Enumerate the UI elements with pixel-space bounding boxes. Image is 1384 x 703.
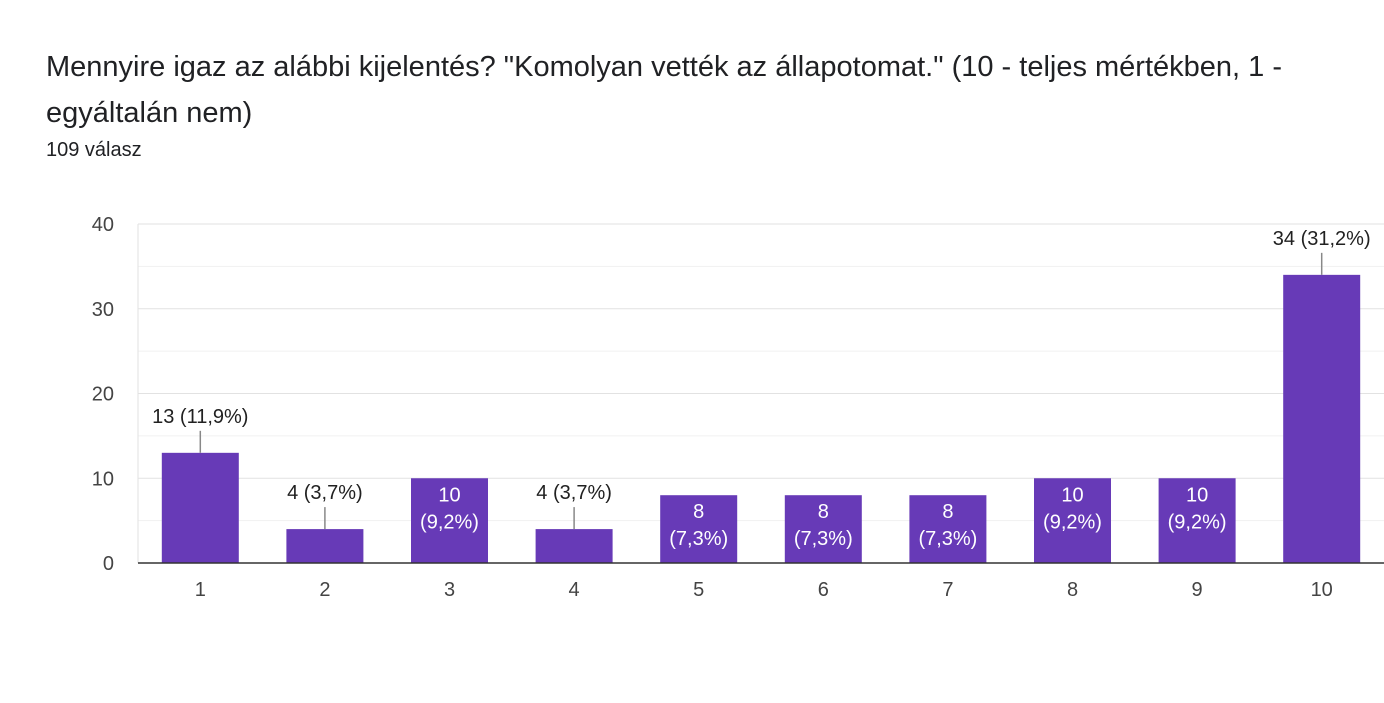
data-label: (9,2%) (1168, 511, 1227, 533)
y-tick-label: 0 (103, 553, 114, 575)
bar (1283, 274, 1361, 563)
data-label: (7,3%) (918, 528, 977, 550)
bar (161, 452, 239, 563)
x-tick-label: 8 (1067, 579, 1078, 601)
x-tick-label: 4 (569, 579, 580, 601)
y-tick-label: 40 (92, 214, 114, 236)
y-tick-label: 10 (92, 468, 114, 490)
data-label: 10 (1061, 484, 1083, 506)
bar (660, 495, 738, 563)
x-tick-label: 7 (942, 579, 953, 601)
data-label: (7,3%) (794, 528, 853, 550)
question-title: Mennyire igaz az alábbi kijelentés? "Kom… (46, 51, 1282, 129)
data-label: (9,2%) (1043, 511, 1102, 533)
data-label: 8 (942, 501, 953, 523)
data-label: 8 (818, 501, 829, 523)
data-label: 10 (438, 484, 460, 506)
data-label: 34 (31,2%) (1273, 228, 1371, 250)
data-label: 10 (1186, 484, 1208, 506)
data-label: 8 (693, 501, 704, 523)
response-count: 109 válasz (46, 139, 142, 161)
y-tick-label: 30 (92, 299, 114, 321)
bar (535, 529, 613, 563)
bar (784, 495, 862, 563)
data-label: (9,2%) (420, 511, 479, 533)
data-label: 4 (3,7%) (536, 482, 612, 504)
bar (909, 495, 987, 563)
x-tick-label: 1 (195, 579, 206, 601)
data-label: 13 (11,9%) (152, 406, 248, 428)
data-label: (7,3%) (669, 528, 728, 550)
x-tick-label: 9 (1192, 579, 1203, 601)
x-tick-label: 2 (319, 579, 330, 601)
bar (1034, 478, 1111, 563)
x-tick-label: 3 (444, 579, 455, 601)
data-label: 4 (3,7%) (287, 482, 363, 504)
x-tick-label: 6 (818, 579, 829, 601)
x-tick-label: 10 (1311, 579, 1333, 601)
bar (1158, 478, 1236, 563)
y-tick-label: 20 (92, 384, 114, 406)
bar (286, 529, 364, 563)
bar (411, 478, 488, 563)
x-tick-label: 5 (693, 579, 704, 601)
